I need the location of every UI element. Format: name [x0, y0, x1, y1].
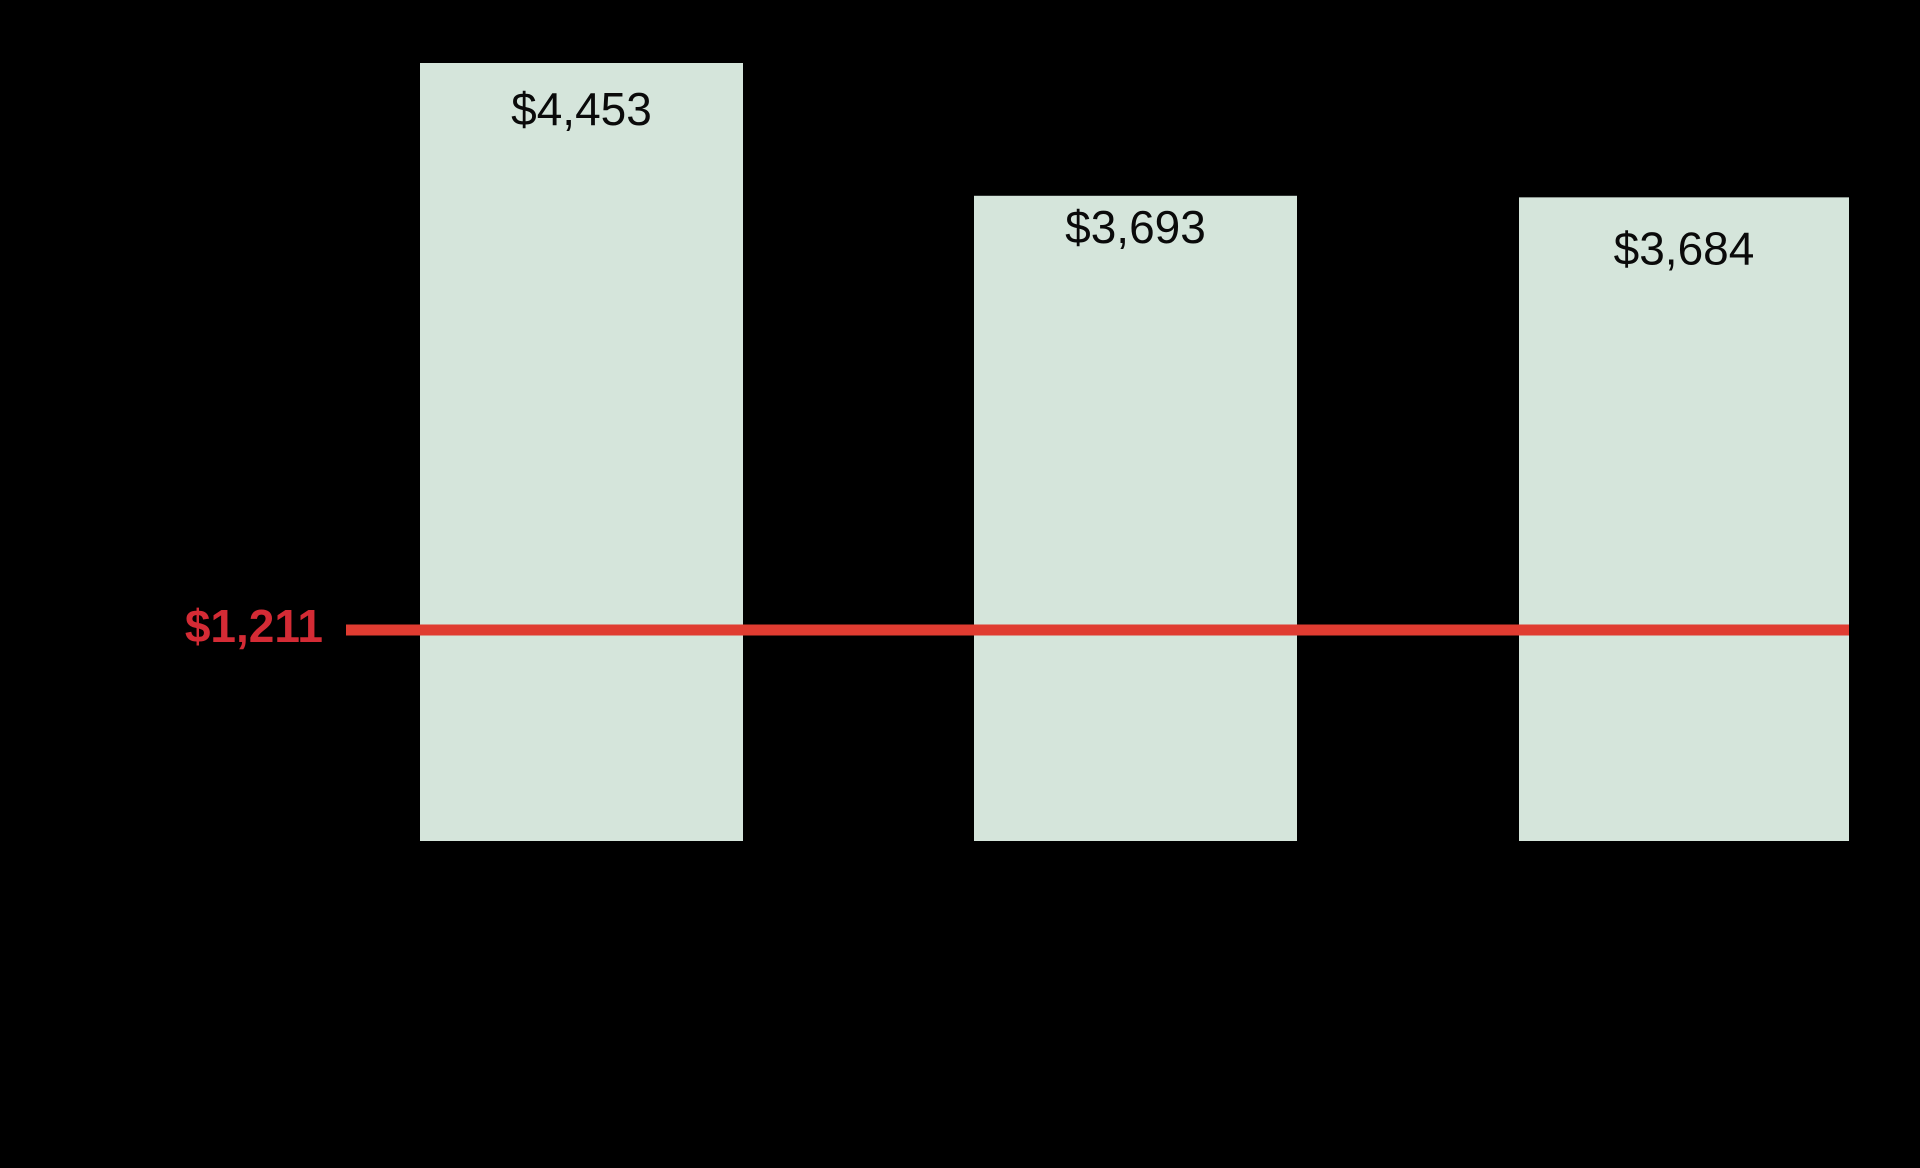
- bars-layer: [420, 63, 1849, 842]
- bar-3: [1519, 197, 1849, 842]
- reference-line-group: $1,211: [185, 600, 1849, 652]
- bar-value-label-3: $3,684: [1614, 223, 1755, 275]
- reference-line-label: $1,211: [185, 600, 323, 652]
- bar-1: [420, 63, 743, 841]
- bar-value-labels: $4,453 $3,693 $3,684: [511, 83, 1754, 274]
- bar-value-label-1: $4,453: [511, 83, 652, 135]
- bar-2: [974, 195, 1297, 841]
- bar-value-label-2: $3,693: [1065, 201, 1206, 253]
